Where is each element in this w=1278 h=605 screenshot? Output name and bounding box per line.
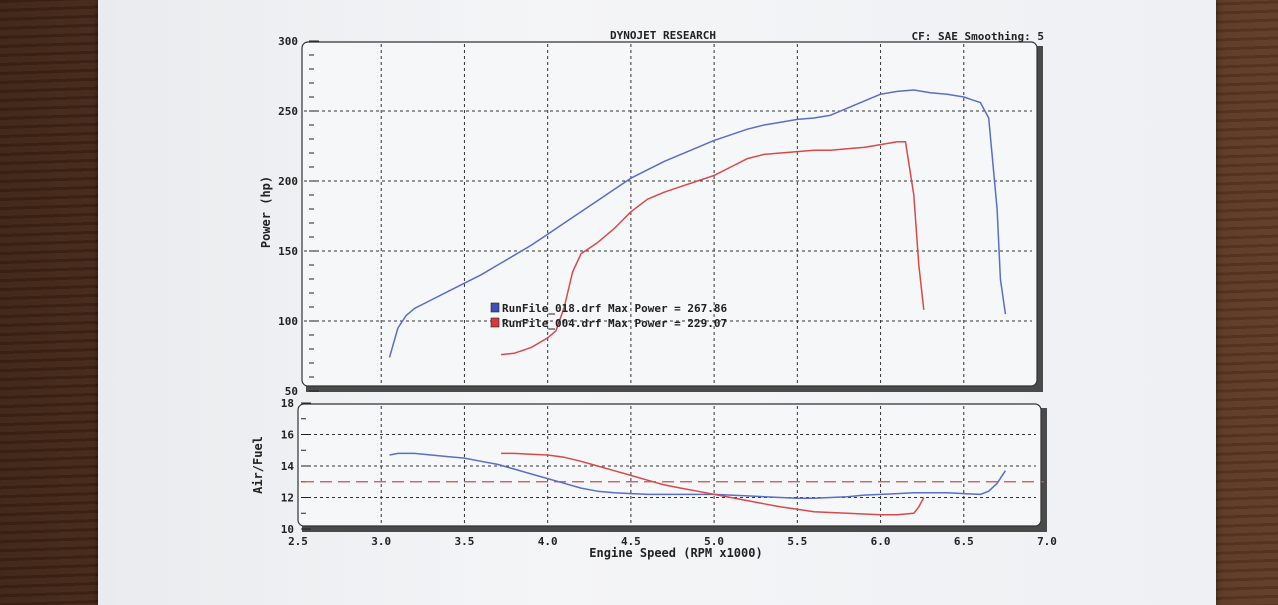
afr-y-tick-label: 10: [281, 523, 294, 536]
legend-swatch-runfile-004: [490, 317, 500, 328]
chart-title: DYNOJET RESEARCH: [610, 29, 716, 42]
legend-label-runfile-004: RunFile_004.drf Max Power = 229.07: [502, 317, 727, 330]
chart-settings: CF: SAE Smoothing: 5: [912, 30, 1044, 43]
x-tick-label: 6.5: [954, 535, 974, 548]
afr-y-tick-labels: 10 12 14 16 18: [281, 397, 295, 536]
legend-label-runfile-018: RunFile_018.drf Max Power = 267.86: [502, 302, 728, 315]
afr-y-tick-label: 18: [281, 397, 294, 410]
power-series-line-runfile-018-drf: [388, 89, 1007, 358]
afr-grid: [301, 402, 1044, 530]
afr-y-tick-label: 12: [281, 492, 294, 505]
afr-panel: [297, 403, 1042, 527]
power-y-tick-label: 300: [278, 35, 298, 48]
x-tick-labels: 2.5 3.0 3.5 4.0 4.5 5.0 5.5 6.0 6.5 7.0: [288, 535, 1057, 548]
x-tick-label: 3.0: [371, 535, 391, 548]
power-panel: [301, 41, 1038, 387]
power-y-tick-label: 150: [278, 245, 298, 258]
afr-series-line-runfile-018-drf: [389, 452, 1007, 500]
x-axis-label: Engine Speed (RPM x1000): [589, 546, 762, 560]
x-tick-label: 6.0: [871, 535, 891, 548]
x-tick-label: 7.0: [1037, 535, 1057, 548]
power-series-line-runfile-004-drf: [501, 141, 925, 356]
afr-y-tick-label: 14: [281, 460, 295, 473]
x-tick-label: 5.0: [704, 535, 724, 548]
afr-y-tick-label: 16: [281, 429, 295, 442]
x-tick-label: 2.5: [288, 535, 308, 548]
x-tick-label: 4.5: [621, 535, 641, 548]
afr-series-line-runfile-004-drf: [501, 452, 925, 516]
power-y-tick-label: 100: [278, 315, 298, 328]
power-grid: [304, 40, 1032, 392]
afr-y-axis-label: Air/Fuel: [251, 436, 265, 494]
power-y-tick-labels: 50 100 150 200 250 300: [278, 35, 298, 398]
x-tick-label: 5.5: [787, 535, 807, 548]
afr-series: [389, 452, 1007, 516]
x-tick-label: 3.5: [455, 535, 475, 548]
power-series: [388, 89, 1007, 358]
power-y-tick-label: 200: [278, 175, 298, 188]
x-tick-label: 4.0: [538, 535, 558, 548]
power-y-axis-label: Power (hp): [259, 176, 273, 248]
legend-swatch-runfile-018: [490, 302, 500, 313]
power-y-tick-label: 50: [285, 385, 298, 398]
power-y-tick-label: 250: [278, 105, 298, 118]
